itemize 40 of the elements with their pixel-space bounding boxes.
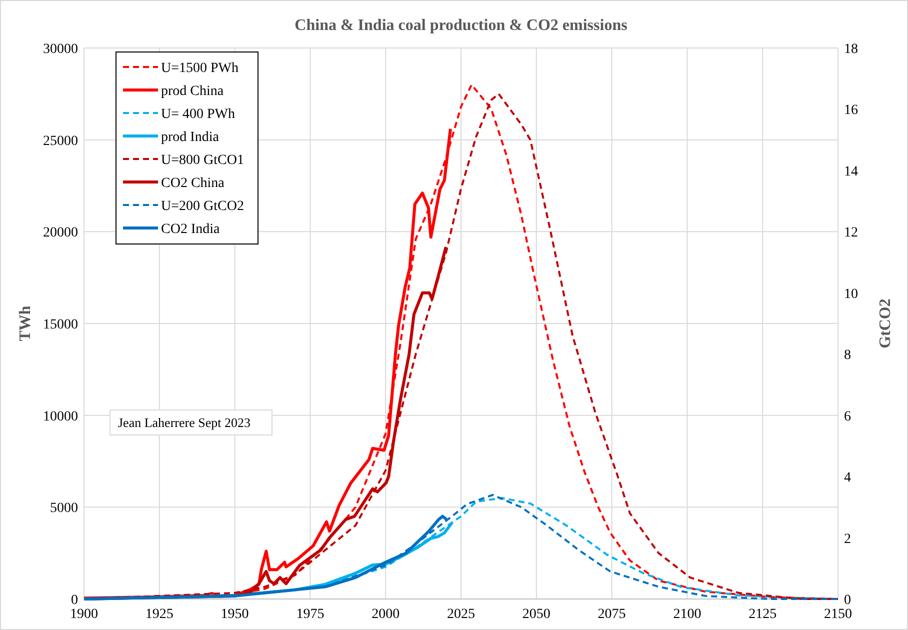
y2-tick-label: 6 <box>844 409 851 424</box>
y-tick-label: 30000 <box>43 42 78 57</box>
legend-label: U=1500 PWh <box>161 61 239 76</box>
y2-tick-label: 8 <box>844 348 851 364</box>
y-axis-title: TWh <box>17 306 34 342</box>
x-tick-label: 1925 <box>145 607 174 622</box>
x-tick-label: 2100 <box>673 607 702 622</box>
y-tick-label: 5000 <box>50 501 78 516</box>
y-tick-label: 0 <box>71 593 78 608</box>
x-tick-label: 2125 <box>748 607 777 622</box>
y-tick-label: 25000 <box>43 134 78 149</box>
y-tick-label: 10000 <box>43 409 78 424</box>
annotation: Jean Laherrere Sept 2023 <box>118 415 250 430</box>
legend-label: prod India <box>161 130 220 145</box>
x-tick-label: 2000 <box>372 607 400 622</box>
x-tick-label: 2050 <box>522 607 550 622</box>
legend-label: CO2 China <box>161 176 226 191</box>
legend-label: U= 400 PWh <box>161 107 236 122</box>
legend-label: prod China <box>161 84 224 99</box>
x-tick-label: 1975 <box>296 607 324 622</box>
y-tick-label: 15000 <box>43 318 78 332</box>
y2-axis-title: GtCO2 <box>877 298 894 348</box>
y-tick-label: 20000 <box>43 226 78 241</box>
x-tick-label: 1900 <box>70 607 98 622</box>
x-tick-label: 2025 <box>447 607 475 622</box>
x-tick-label: 2150 <box>824 607 852 622</box>
x-tick-label: 1950 <box>220 607 249 622</box>
y2-tick-label: 0 <box>844 593 851 608</box>
y2-tick-label: 18 <box>844 42 858 57</box>
y2-tick-label: 14 <box>844 164 858 180</box>
chart-title: China & India coal production & CO2 emissions <box>294 17 628 34</box>
legend-label: U=800 GtCO1 <box>161 153 244 168</box>
y2-tick-label: 12 <box>844 226 858 241</box>
legend-label: CO2 India <box>161 222 220 237</box>
y2-tick-label: 2 <box>844 532 851 547</box>
legend-label: U=200 GtCO2 <box>161 199 244 214</box>
x-tick-label: 2075 <box>598 607 626 622</box>
y2-tick-label: 10 <box>844 286 858 302</box>
y2-tick-label: 16 <box>844 103 858 118</box>
y2-tick-label: 4 <box>844 470 851 486</box>
